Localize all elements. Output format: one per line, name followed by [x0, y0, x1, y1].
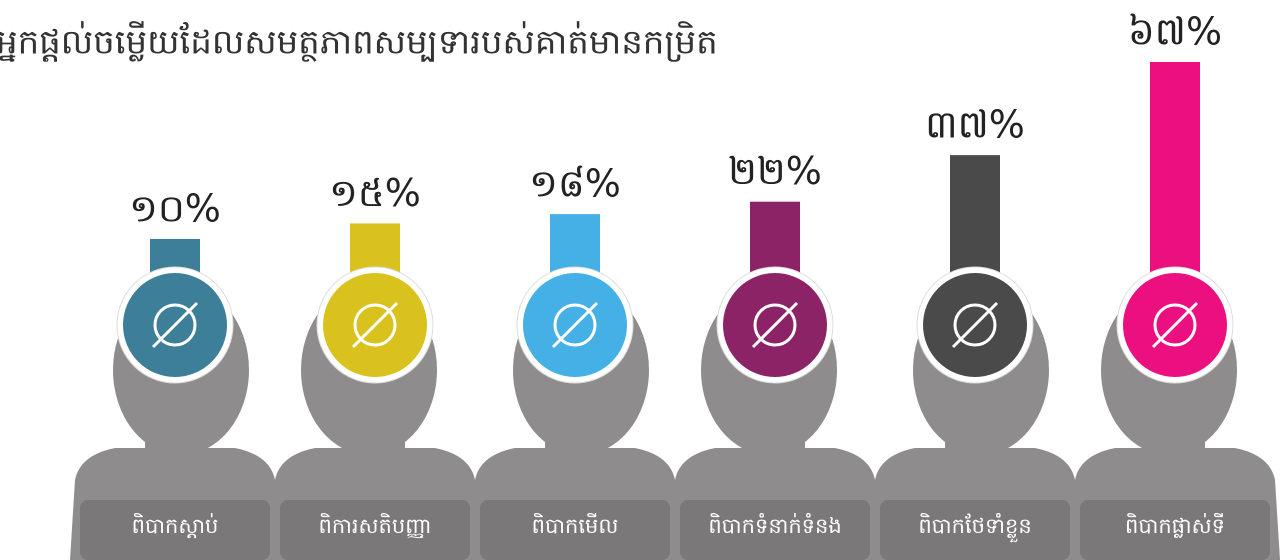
silhouette-neck — [145, 430, 205, 460]
bar — [750, 202, 800, 276]
value-label: ១៥% — [329, 171, 421, 215]
silhouette-neck — [545, 430, 605, 460]
value-label: ១៨% — [529, 162, 621, 206]
value-label: ១០% — [129, 186, 221, 230]
silhouette-neck — [945, 430, 1005, 460]
value-label: ៦៧% — [1128, 10, 1222, 54]
chart-title: អ្នកផ្តល់ចម្លើយដែលសមត្ថភាពសម្បទារបស់គាត់… — [0, 21, 718, 63]
value-label: ៣៧% — [925, 103, 1025, 147]
category-label: ពិបាកផ្លាស់ទី — [1125, 513, 1225, 538]
bar — [1150, 62, 1200, 276]
category-label: ពិការសតិបញ្ញា — [319, 513, 432, 539]
silhouette-neck — [745, 430, 805, 460]
silhouette-neck — [345, 430, 405, 460]
category-label: ពិបាកស្តាប់ — [132, 513, 219, 539]
value-label: ២២% — [728, 149, 822, 193]
bar — [950, 155, 1000, 276]
category-label: ពិបាកទំនាក់ទំនង — [708, 513, 841, 538]
chart: អ្នកផ្តល់ចម្លើយដែលសមត្ថភាពសម្បទារបស់គាត់… — [0, 0, 1286, 560]
silhouette-neck — [1145, 430, 1205, 460]
category-label: ពិបាកមើល — [532, 513, 619, 538]
